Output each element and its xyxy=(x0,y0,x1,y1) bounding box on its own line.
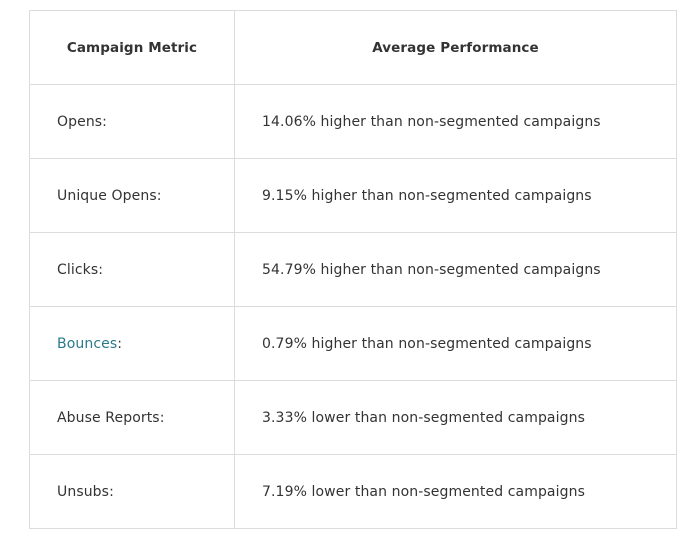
performance-cell-unsubs: 7.19% lower than non-segmented campaigns xyxy=(234,454,677,529)
performance-cell-bounces: 0.79% higher than non-segmented campaign… xyxy=(234,306,677,381)
metric-cell-abuse-reports: Abuse Reports: xyxy=(29,380,235,455)
metric-cell-unique-opens: Unique Opens: xyxy=(29,158,235,233)
metric-cell-bounces: Bounces: xyxy=(29,306,235,381)
table-row: Bounces: 0.79% higher than non-segmented… xyxy=(29,306,677,381)
header-average-performance: Average Performance xyxy=(234,10,677,85)
table-row: Opens: 14.06% higher than non-segmented … xyxy=(29,84,677,159)
metric-cell-unsubs: Unsubs: xyxy=(29,454,235,529)
performance-cell-abuse-reports: 3.33% lower than non-segmented campaigns xyxy=(234,380,677,455)
metric-cell-clicks: Clicks: xyxy=(29,232,235,307)
metric-cell-opens: Opens: xyxy=(29,84,235,159)
table-row: Abuse Reports: 3.33% lower than non-segm… xyxy=(29,380,677,455)
header-campaign-metric: Campaign Metric xyxy=(29,10,235,85)
performance-cell-opens: 14.06% higher than non-segmented campaig… xyxy=(234,84,677,159)
table-row: Unsubs: 7.19% lower than non-segmented c… xyxy=(29,454,677,529)
table-header-row: Campaign Metric Average Performance xyxy=(29,10,677,85)
bounces-link[interactable]: Bounces xyxy=(57,335,118,352)
table-row: Unique Opens: 9.15% higher than non-segm… xyxy=(29,158,677,233)
bounces-suffix: : xyxy=(117,335,123,352)
performance-cell-unique-opens: 9.15% higher than non-segmented campaign… xyxy=(234,158,677,233)
campaign-metrics-table: Campaign Metric Average Performance Open… xyxy=(29,10,677,529)
performance-cell-clicks: 54.79% higher than non-segmented campaig… xyxy=(234,232,677,307)
table-row: Clicks: 54.79% higher than non-segmented… xyxy=(29,232,677,307)
